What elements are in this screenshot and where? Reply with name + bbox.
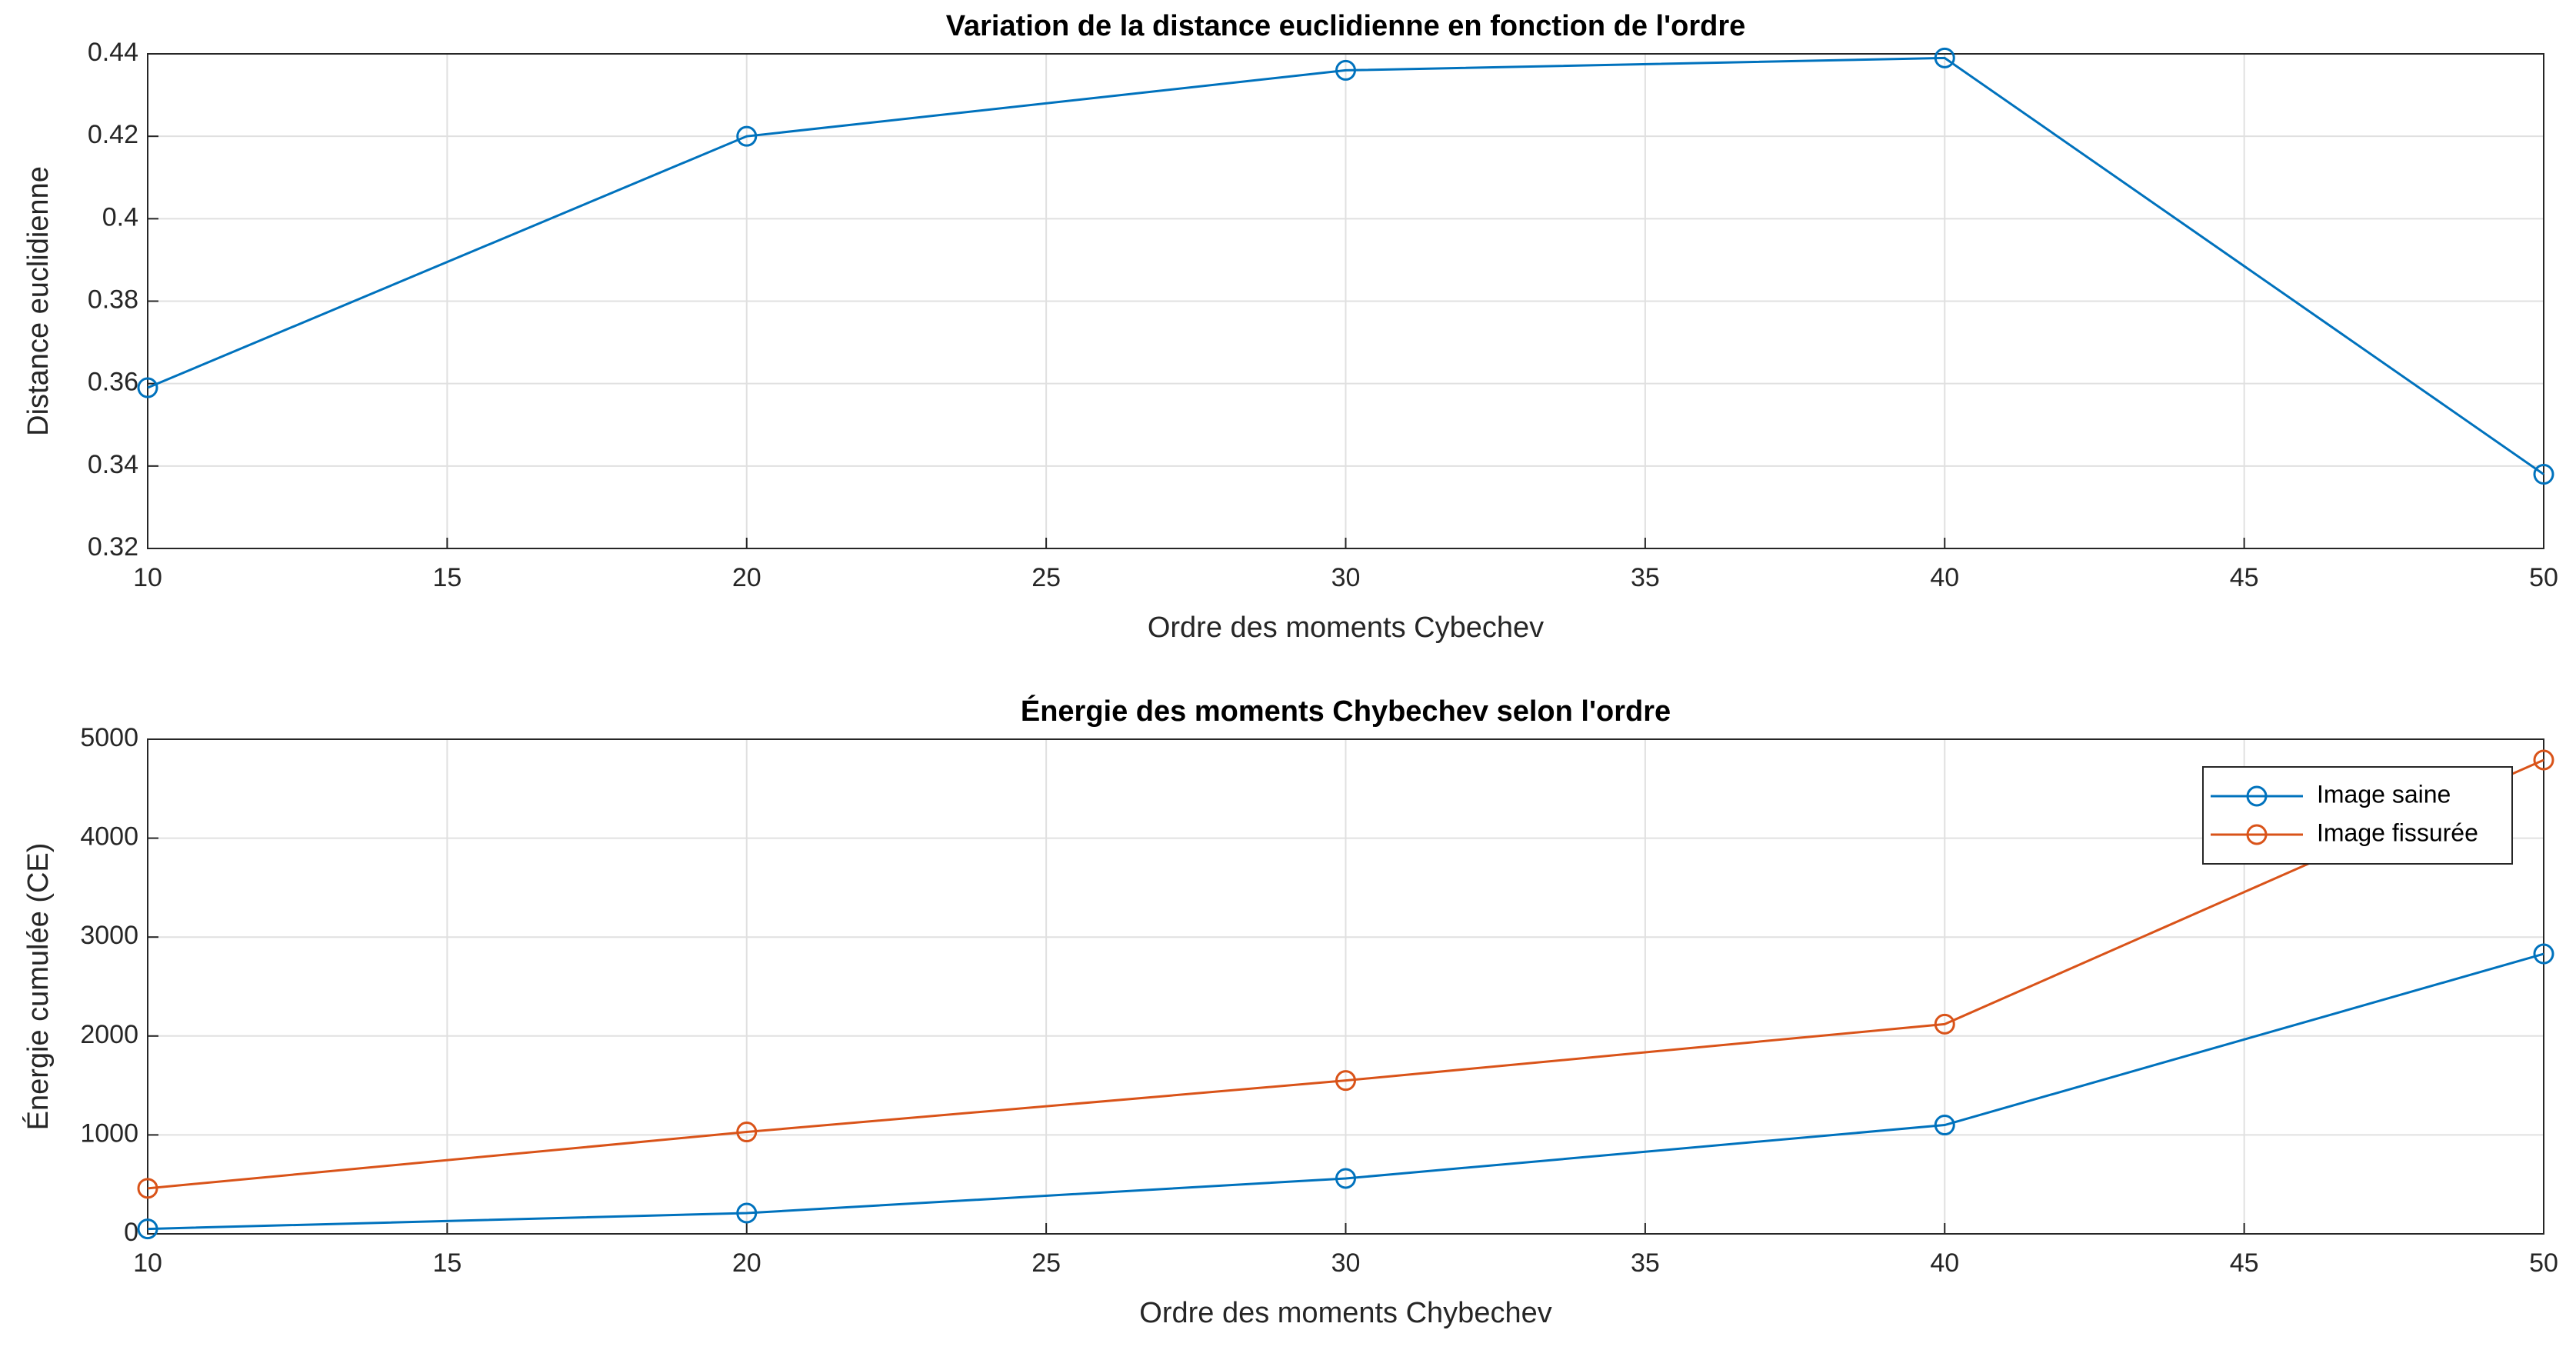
data-point <box>2533 943 2554 965</box>
data-point <box>736 1122 758 1143</box>
data-point <box>1934 47 1955 68</box>
data-point <box>1934 1115 1955 1136</box>
data-point <box>736 125 758 147</box>
y-tick-label: 1000 <box>80 1118 138 1148</box>
data-point <box>2533 464 2554 485</box>
data-point <box>1335 59 1356 81</box>
x-tick-label: 30 <box>1331 1248 1361 1278</box>
data-point <box>137 1178 158 1199</box>
data-point <box>736 1202 758 1224</box>
data-line <box>147 952 2544 1231</box>
axes-box <box>147 53 2544 549</box>
x-axis-label: Ordre des moments Cybechev <box>1148 612 1544 644</box>
y-tick-label: 0.44 <box>88 38 138 67</box>
legend-label: Image fissurée <box>2317 818 2478 846</box>
y-axis-label: Distance euclidienne <box>22 166 55 436</box>
data-line <box>147 758 2544 1190</box>
x-tick-label: 15 <box>432 1248 462 1278</box>
x-tick-label: 45 <box>2230 563 2259 592</box>
x-tick-label: 10 <box>133 1248 162 1278</box>
x-tick-label: 25 <box>1031 563 1061 592</box>
y-tick-label: 0 <box>124 1218 138 1247</box>
y-tick-label: 0.4 <box>102 202 138 232</box>
x-axis-label: Ordre des moments Chybechev <box>1139 1297 1551 1329</box>
data-point <box>2533 749 2554 771</box>
chart-title: Variation de la distance euclidienne en … <box>946 10 1746 42</box>
x-tick-label: 45 <box>2230 1248 2259 1278</box>
x-tick-label: 10 <box>133 563 162 592</box>
y-tick-label: 5000 <box>80 723 138 752</box>
y-tick-label: 0.36 <box>88 368 138 397</box>
x-tick-label: 40 <box>1930 1248 1959 1278</box>
x-tick-label: 50 <box>2529 563 2558 592</box>
legend: Image saine Image fissurée <box>2202 766 2513 865</box>
y-tick-label: 0.42 <box>88 120 138 149</box>
x-tick-label: 50 <box>2529 1248 2558 1278</box>
y-tick-label: 3000 <box>80 921 138 950</box>
legend-label: Image saine <box>2317 780 2451 808</box>
data-point <box>1934 1013 1955 1035</box>
legend-marker <box>2246 824 2268 845</box>
y-axis-label: Énergie cumulée (CE) <box>22 843 55 1131</box>
x-tick-label: 35 <box>1631 1248 1660 1278</box>
axes-box <box>147 738 2544 1235</box>
x-tick-label: 25 <box>1031 1248 1061 1278</box>
legend-box <box>2202 766 2513 865</box>
x-tick-label: 15 <box>432 563 462 592</box>
x-tick-label: 35 <box>1631 563 1660 592</box>
x-tick-label: 20 <box>732 563 761 592</box>
chart-title: Énergie des moments Chybechev selon l'or… <box>1021 694 1671 728</box>
y-tick-label: 4000 <box>80 822 138 852</box>
data-point <box>137 377 158 398</box>
data-point <box>137 1218 158 1240</box>
data-point <box>1335 1168 1356 1189</box>
y-tick-label: 0.32 <box>88 532 138 562</box>
legend-marker <box>2246 785 2268 807</box>
x-tick-label: 40 <box>1930 563 1959 592</box>
data-point <box>1335 1070 1356 1092</box>
y-tick-label: 0.38 <box>88 285 138 314</box>
x-tick-label: 30 <box>1331 563 1361 592</box>
y-tick-label: 2000 <box>80 1020 138 1049</box>
x-tick-label: 20 <box>732 1248 761 1278</box>
y-tick-label: 0.34 <box>88 450 138 479</box>
data-line <box>147 56 2544 475</box>
